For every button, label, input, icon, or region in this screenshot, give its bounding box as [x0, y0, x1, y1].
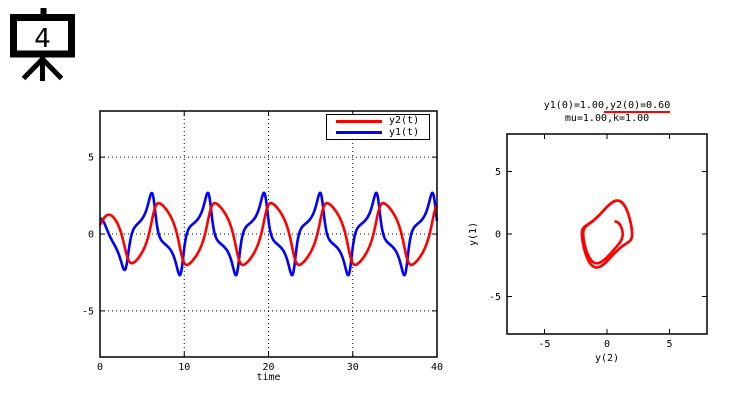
x-tick-label: 0	[97, 362, 103, 373]
legend-label-y1: y1(t)	[389, 126, 420, 138]
presentation-screen-icon: 4	[10, 8, 75, 81]
x-tick-label: 30	[347, 362, 359, 373]
initial-conditions-y1: y1(0)=1.00	[543, 100, 604, 111]
slide-number: 4	[34, 24, 51, 54]
phase-trajectory	[580, 199, 634, 269]
phase-plot-title-line1: y1(0)=1.00,y2(0)=0.60	[503, 99, 711, 113]
x-tick-label: 0	[604, 339, 610, 350]
x-tick-label: 5	[666, 339, 672, 350]
legend-entry-y1: y1(t)	[327, 127, 429, 138]
screen-frame	[10, 14, 75, 58]
time-axis-label: time	[256, 372, 281, 383]
legend-label-y2: y2(t)	[389, 115, 420, 127]
phase-plot-title-line2: mu=1.00,k=1.00	[564, 113, 650, 124]
x-tick-label: 40	[431, 362, 443, 373]
legend-line-sample-y2	[336, 119, 382, 123]
curve-y1	[98, 191, 439, 277]
legend-entry-y2: y2(t)	[327, 116, 429, 127]
initial-conditions-y2-underlined: ,y2(0)=0.60	[603, 100, 671, 113]
y-tick-label: 0	[495, 230, 501, 241]
y-tick-label: -5	[489, 292, 501, 303]
y1-axis-label: y(1)	[468, 221, 479, 247]
x-tick-label: 10	[178, 362, 190, 373]
legend-line-sample-y1	[336, 131, 382, 135]
x-tick-label: 20	[262, 362, 274, 373]
x-tick-label: -5	[538, 339, 550, 350]
y-tick-label: 5	[88, 153, 94, 164]
screen-knob	[40, 8, 47, 17]
curve-y2	[98, 201, 439, 267]
tripod-right-leg	[39, 56, 64, 81]
y-tick-label: -5	[82, 306, 94, 317]
y-tick-label: 0	[88, 230, 94, 241]
y-tick-label: 5	[495, 167, 501, 178]
y2-axis-label: y(2)	[594, 353, 620, 364]
legend-box: y2(t) y1(t)	[326, 114, 430, 140]
tripod-left-leg	[21, 56, 46, 81]
right-plot-border	[506, 133, 708, 335]
phase-plot-title: y1(0)=1.00,y2(0)=0.60 mu=1.00,k=1.00	[503, 99, 711, 125]
